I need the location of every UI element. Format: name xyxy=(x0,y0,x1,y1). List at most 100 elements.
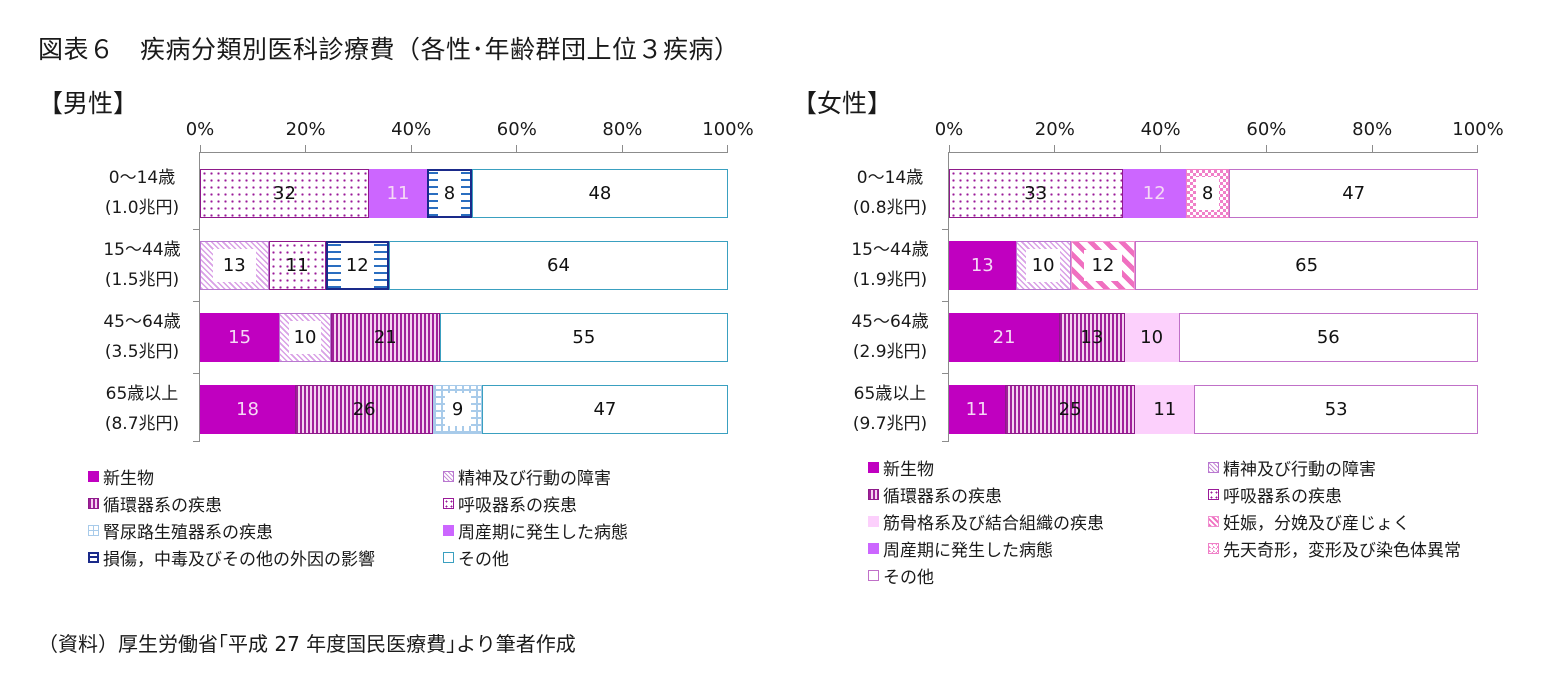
bar-segment-pregnancy: 12 xyxy=(1070,241,1136,290)
x-tick-label: 80% xyxy=(1352,119,1393,140)
other-swatch-icon xyxy=(443,551,454,563)
bar-segment-neoplasm: 11 xyxy=(949,385,1006,434)
bar-segment-injury: 12 xyxy=(325,241,389,290)
x-tick-label: 0% xyxy=(934,119,964,140)
legend-item-perinatal: 周産期に発生した病態 xyxy=(443,517,673,543)
respiratory-swatch-icon xyxy=(1208,488,1219,500)
bar-segment-circulatory: 25 xyxy=(1005,385,1136,434)
bar-segment-other: 53 xyxy=(1194,385,1478,434)
row-age-label: 45～64歳 xyxy=(851,312,929,332)
row-age-label: 15～44歳 xyxy=(103,240,181,260)
row-label: 65歳以上 (8.7兆円) xyxy=(105,379,179,439)
respiratory-swatch-icon xyxy=(443,497,454,509)
row-age-label: 0～14歳 xyxy=(108,168,176,188)
legend-item-mental: 精神及び行動の障害 xyxy=(443,463,673,489)
perinatal-swatch-icon xyxy=(443,524,454,536)
legend-item-respiratory: 呼吸器系の疾患 xyxy=(443,490,673,516)
bar-segment-neoplasm: 18 xyxy=(200,385,296,434)
bar-segment-circulatory: 13 xyxy=(1059,313,1125,362)
row-total-label: (8.7兆円) xyxy=(104,414,180,434)
chart-title: 図表６ 疾病分類別医科診療費（各性･年齢群団上位３疾病） xyxy=(38,35,740,64)
bar-segment-other: 55 xyxy=(439,313,728,362)
row-age-label: 15～44歳 xyxy=(851,240,929,260)
musculoskeletal-swatch-icon xyxy=(868,515,879,527)
row-label: 45～64歳 (2.9兆円) xyxy=(851,307,928,367)
bar-segment-respiratory: 32 xyxy=(200,169,369,218)
bar-segment-congenital: 8 xyxy=(1185,169,1230,218)
row-age-label: 65歳以上 xyxy=(853,384,927,404)
male-panel-title: 【男性】 xyxy=(38,89,139,118)
legend-item-genitourinary: 腎尿路生殖器系の疾患 xyxy=(88,517,443,543)
circulatory-swatch-icon xyxy=(868,488,879,500)
legend-item-circulatory: 循環器系の疾患 xyxy=(88,490,443,516)
neoplasm-swatch-icon xyxy=(868,461,879,473)
row-label: 45～64歳 (3.5兆円) xyxy=(103,307,180,367)
bar-segment-perinatal: 11 xyxy=(368,169,428,218)
row-label: 15～44歳 (1.9兆円) xyxy=(851,235,928,295)
x-tick-label: 100% xyxy=(1452,119,1504,140)
bar-segment-genitourinary: 9 xyxy=(433,385,482,434)
genitourinary-swatch-icon xyxy=(88,524,99,536)
x-tick-label: 40% xyxy=(391,119,432,140)
bar-segment-mental: 10 xyxy=(279,313,331,362)
bar-segment-mental: 10 xyxy=(1015,241,1071,290)
x-axis-tick xyxy=(1160,145,1161,153)
bar-female-15-44: 13 10 12 65 xyxy=(949,241,1478,290)
source-note: （資料）厚生労働省｢平成 27 年度国民医療費｣より筆者作成 xyxy=(38,632,576,656)
x-axis-tick xyxy=(727,145,728,153)
neoplasm-swatch-icon xyxy=(88,470,99,482)
bar-segment-respiratory: 33 xyxy=(949,169,1123,218)
bar-male-45-64: 15 10 21 55 xyxy=(200,313,728,362)
y-axis-tick xyxy=(942,441,949,442)
mental-swatch-icon xyxy=(443,470,454,482)
bar-male-65plus: 18 26 9 47 xyxy=(200,385,728,434)
x-tick-label: 20% xyxy=(285,119,326,140)
row-age-label: 45～64歳 xyxy=(103,312,181,332)
y-axis-tick xyxy=(942,229,949,230)
bar-segment-circulatory: 26 xyxy=(295,385,434,434)
legend-item-mental: 精神及び行動の障害 xyxy=(1208,454,1508,480)
x-tick-label: 80% xyxy=(602,119,643,140)
y-axis-tick xyxy=(193,373,200,374)
x-axis-tick xyxy=(200,145,201,153)
x-axis-tick xyxy=(1266,145,1267,153)
female-legend: 新生物 精神及び行動の障害 循環器系の疾患 呼吸器系の疾患 筋骨格系及び結合組織… xyxy=(868,454,1528,588)
y-axis-tick xyxy=(942,373,949,374)
mental-swatch-icon xyxy=(1208,461,1219,473)
x-axis-tick xyxy=(1054,145,1055,153)
bar-segment-neoplasm: 21 xyxy=(949,313,1060,362)
row-total-label: (1.0兆円) xyxy=(104,198,180,218)
bar-segment-other: 64 xyxy=(389,241,728,290)
legend-item-pregnancy: 妊娠，分娩及び産じょく xyxy=(1208,508,1508,534)
legend-item-injury: 損傷，中毒及びその他の外因の影響 xyxy=(88,544,443,570)
row-label: 0～14歳 (0.8兆円) xyxy=(853,163,927,223)
row-total-label: (0.8兆円) xyxy=(852,198,928,218)
bar-segment-neoplasm: 15 xyxy=(200,313,280,362)
bar-segment-other: 65 xyxy=(1135,241,1478,290)
row-label: 15～44歳 (1.5兆円) xyxy=(103,235,180,295)
x-axis-tick xyxy=(1372,145,1373,153)
bar-segment-other: 47 xyxy=(481,385,728,434)
y-axis-tick xyxy=(193,301,200,302)
x-tick-label: 20% xyxy=(1034,119,1075,140)
bar-segment-other: 47 xyxy=(1229,169,1478,218)
y-axis-tick xyxy=(193,441,200,442)
legend-item-respiratory: 呼吸器系の疾患 xyxy=(1208,481,1508,507)
bar-male-15-44: 13 11 12 64 xyxy=(200,241,728,290)
x-axis-line xyxy=(949,152,1478,153)
row-total-label: (2.9兆円) xyxy=(852,342,928,362)
x-tick-label: 60% xyxy=(1246,119,1287,140)
bar-female-45-64: 21 13 10 56 xyxy=(949,313,1478,362)
perinatal-swatch-icon xyxy=(868,542,879,554)
bar-female-65plus: 11 25 11 53 xyxy=(949,385,1478,434)
row-total-label: (1.5兆円) xyxy=(104,270,180,290)
x-axis-tick xyxy=(949,145,950,153)
x-tick-label: 0% xyxy=(185,119,215,140)
bar-segment-musculoskeletal: 10 xyxy=(1124,313,1179,362)
row-total-label: (3.5兆円) xyxy=(104,342,180,362)
female-panel-title: 【女性】 xyxy=(792,89,893,118)
bar-female-0-14: 33 12 8 47 xyxy=(949,169,1478,218)
x-axis-line xyxy=(200,152,728,153)
x-axis-tick xyxy=(1477,145,1478,153)
legend-item-neoplasm: 新生物 xyxy=(868,454,1208,480)
